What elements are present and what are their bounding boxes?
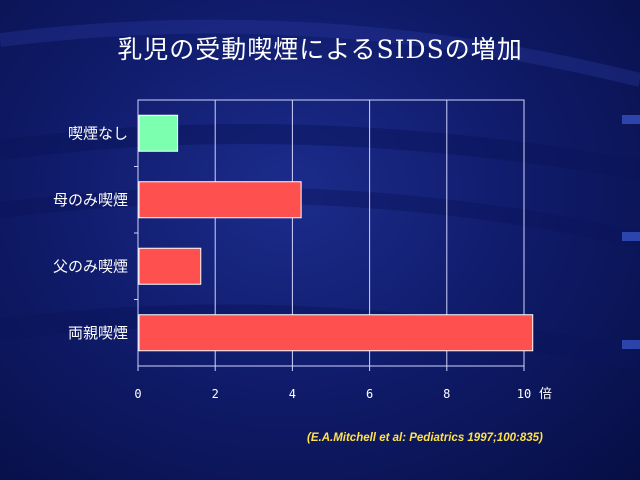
x-tick-label: 6: [366, 387, 373, 401]
x-tick-label: 8: [443, 387, 450, 401]
bar-3: [138, 247, 202, 285]
bar-1: [138, 114, 179, 152]
bar-4: [138, 314, 534, 352]
slide-title: 乳児の受動喫煙によるSIDSの増加: [117, 35, 523, 64]
bar-2: [138, 181, 302, 219]
x-tick-label: 0: [134, 387, 141, 401]
x-tick-label: 4: [289, 387, 296, 401]
category-label: 喫煙なし: [68, 124, 128, 142]
x-unit-label: 倍: [539, 387, 552, 402]
x-tick-label: 10: [517, 387, 531, 401]
category-label: 両親喫煙: [68, 324, 128, 342]
citation: (E.A.Mitchell et al: Pediatrics 1997;100…: [307, 432, 543, 444]
category-label: 父のみ喫煙: [53, 257, 128, 275]
category-label: 母のみ喫煙: [53, 191, 128, 209]
x-tick-label: 2: [212, 387, 219, 401]
